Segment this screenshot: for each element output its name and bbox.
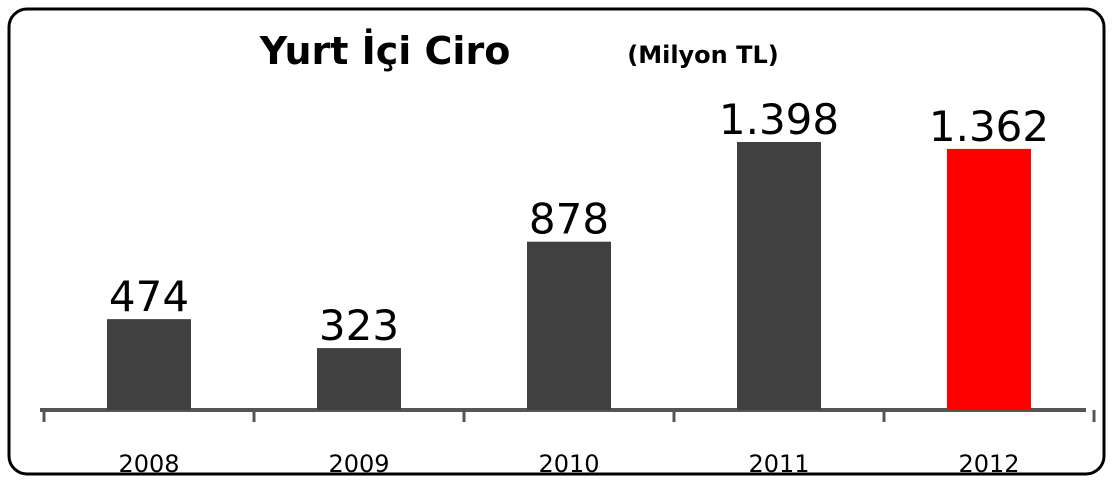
chart-subtitle: (Milyon TL): [627, 41, 779, 69]
x-tick-label: 2011: [748, 450, 809, 478]
bar: [947, 148, 1031, 410]
x-tick-label: 2012: [958, 450, 1019, 478]
bar: [527, 241, 611, 410]
value-label: 474: [109, 272, 189, 321]
bar: [317, 348, 401, 410]
bar: [107, 319, 191, 410]
x-tick-label: 2010: [538, 450, 599, 478]
x-tick-label: 2009: [328, 450, 389, 478]
x-tick-label: 2008: [118, 450, 179, 478]
value-label: 323: [319, 301, 399, 350]
value-label: 1.398: [719, 95, 839, 144]
chart-title: Yurt İçi Ciro: [259, 29, 511, 73]
value-label: 878: [529, 195, 609, 244]
bar: [737, 142, 821, 410]
chart-frame: [7, 7, 1106, 476]
value-label: 1.362: [929, 102, 1049, 151]
